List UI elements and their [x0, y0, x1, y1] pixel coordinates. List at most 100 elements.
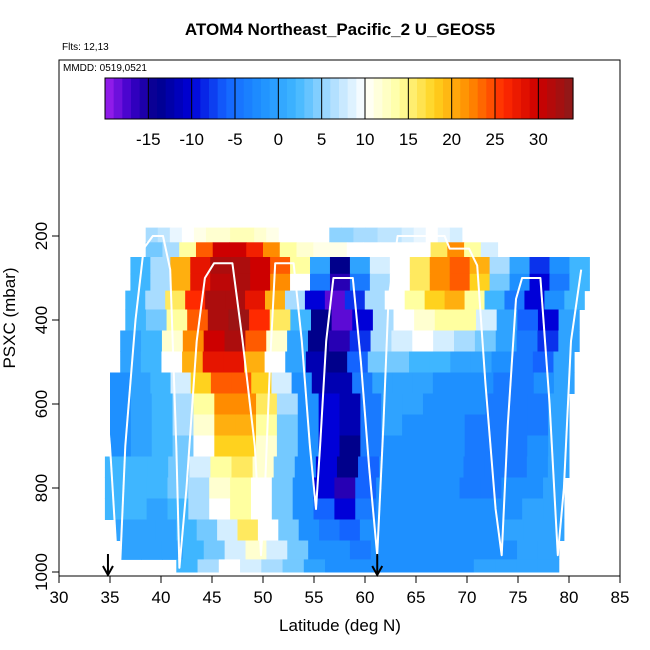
- colorbar-swatch: [165, 78, 175, 119]
- heatmap-cell: [422, 414, 445, 436]
- heatmap-cell: [396, 477, 419, 499]
- heatmap-cell: [310, 257, 331, 275]
- heatmap-cell: [329, 257, 351, 275]
- heatmap-cell: [417, 498, 440, 520]
- heatmap-cell: [243, 351, 266, 373]
- colorbar: [104, 77, 574, 120]
- y-tick-label: 400: [32, 306, 51, 334]
- heatmap-cell: [360, 435, 382, 457]
- heatmap-cell: [297, 393, 320, 415]
- heatmap-cell: [230, 257, 251, 275]
- heatmap-cell: [179, 242, 197, 258]
- heatmap-cell: [324, 290, 346, 310]
- colorbar-swatch: [373, 78, 383, 119]
- heatmap-cell: [205, 227, 219, 243]
- heatmap-cell: [110, 372, 131, 394]
- heatmap-cell: [214, 414, 236, 436]
- colorbar-tick-label: 10: [356, 130, 375, 149]
- heatmap-cell: [369, 257, 391, 275]
- colorbar-swatch: [105, 78, 115, 119]
- heatmap-cell: [264, 351, 286, 373]
- heatmap-cell: [364, 290, 386, 310]
- heatmap-cell: [391, 330, 413, 352]
- heatmap-cell: [360, 414, 382, 436]
- heatmap-cell: [501, 477, 523, 499]
- heatmap-cell: [115, 519, 136, 541]
- colorbar-swatch: [209, 78, 219, 119]
- colorbar-swatch: [495, 78, 505, 119]
- heatmap-cell: [214, 393, 236, 415]
- heatmap-cell: [145, 242, 163, 258]
- colorbar-swatch: [243, 78, 253, 119]
- heatmap-cell: [502, 519, 524, 541]
- heatmap-cell: [310, 309, 333, 331]
- heatmap-cell: [266, 330, 288, 352]
- heatmap-cell: [230, 477, 252, 499]
- heatmap-cell: [170, 273, 191, 292]
- heatmap-cell: [217, 519, 238, 541]
- heatmap-cell: [210, 273, 231, 292]
- heatmap-cell: [346, 242, 365, 258]
- heatmap-cell: [271, 477, 294, 499]
- heatmap-cell: [355, 477, 377, 499]
- colorbar-tick-label: 0: [274, 130, 283, 149]
- heatmap-cell: [245, 540, 267, 560]
- heatmap-cell: [328, 330, 351, 352]
- colorbar-swatch: [139, 78, 149, 119]
- heatmap-cell: [252, 456, 275, 478]
- heatmap-cell: [548, 414, 570, 436]
- colorbar-swatch: [503, 78, 513, 119]
- heatmap-cell: [449, 257, 471, 275]
- heatmap-cell: [349, 257, 371, 275]
- heatmap-cell: [190, 372, 212, 394]
- heatmap-cell: [166, 309, 188, 331]
- colorbar-swatch: [477, 78, 487, 119]
- heatmap-cell: [469, 257, 491, 275]
- heatmap-cell: [381, 435, 403, 457]
- heatmap-cell: [564, 290, 585, 310]
- heatmap-cell: [313, 498, 335, 520]
- heatmap-cell: [269, 309, 291, 331]
- heatmap-cell: [210, 372, 232, 394]
- heatmap-cell: [496, 309, 518, 331]
- heatmap-cell: [412, 540, 434, 560]
- heatmap-cell: [125, 290, 146, 310]
- heatmap-cell: [285, 351, 307, 373]
- colorbar-swatch: [347, 78, 357, 119]
- heatmap-cell: [141, 540, 163, 560]
- heatmap-cell: [278, 519, 300, 541]
- colorbar-swatch: [382, 78, 392, 119]
- heatmap-cell: [235, 393, 257, 415]
- colorbar-swatch: [451, 78, 461, 119]
- heatmap-cell: [506, 435, 528, 457]
- heatmap-cell: [147, 456, 169, 478]
- heatmap-cell: [485, 393, 507, 415]
- heatmap-cell: [266, 540, 288, 560]
- heatmap-cell: [145, 290, 166, 310]
- heatmap-cell: [130, 257, 151, 275]
- colorbar-swatch: [399, 78, 409, 119]
- heatmap-cell: [195, 242, 214, 258]
- chart-subtitle: Flts: 12,13: [62, 42, 109, 53]
- heatmap-cell: [229, 242, 247, 258]
- heatmap-cell: [569, 257, 590, 275]
- heatmap-cell: [196, 519, 218, 541]
- heatmap-cell: [513, 372, 535, 394]
- heatmap-cell: [341, 227, 354, 243]
- colorbar-tick-label: -15: [136, 130, 161, 149]
- heatmap-cell: [441, 519, 463, 541]
- heatmap-cell: [459, 498, 481, 520]
- heatmap-cell: [396, 498, 419, 520]
- colorbar-tick-label: 30: [529, 130, 548, 149]
- heatmap-cell: [318, 393, 340, 415]
- heatmap-cell: [339, 519, 361, 541]
- heatmap-cell: [172, 414, 194, 436]
- heatmap-cell: [506, 393, 528, 415]
- heatmap-cell: [414, 309, 436, 331]
- heatmap-cell: [484, 456, 507, 478]
- heatmap-cell: [291, 372, 313, 394]
- colorbar-swatch: [191, 78, 201, 119]
- heatmap-cell: [270, 257, 291, 275]
- heatmap-cell: [145, 309, 168, 331]
